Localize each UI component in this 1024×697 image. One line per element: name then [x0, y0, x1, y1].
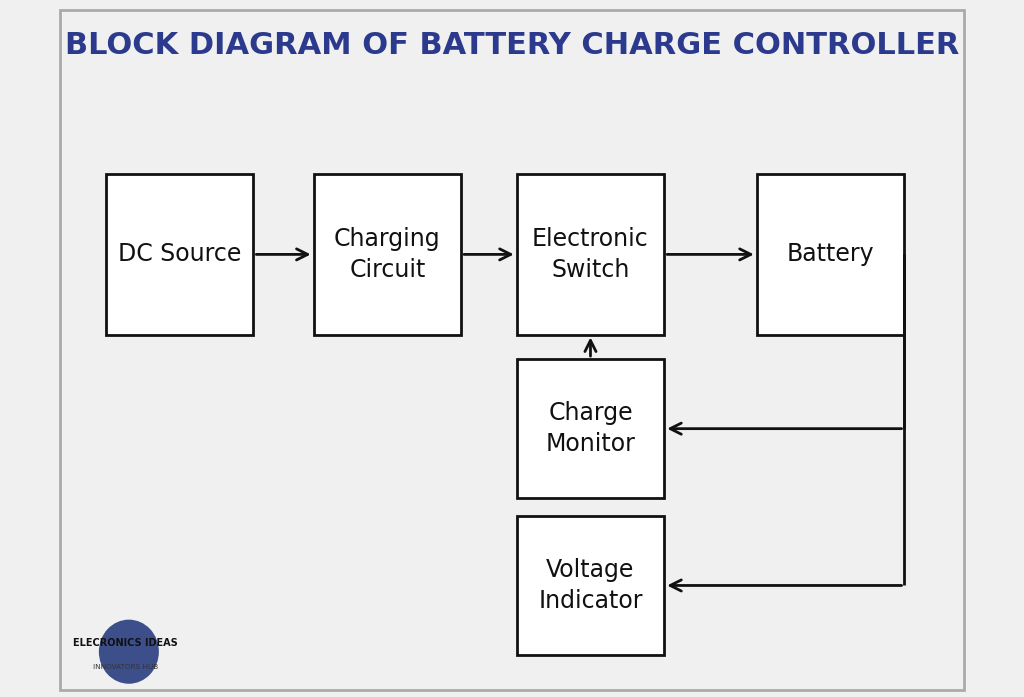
Text: BLOCK DIAGRAM OF BATTERY CHARGE CONTROLLER: BLOCK DIAGRAM OF BATTERY CHARGE CONTROLL… — [65, 31, 959, 60]
Text: Charge
Monitor: Charge Monitor — [546, 401, 636, 457]
Text: Electronic
Switch: Electronic Switch — [532, 227, 649, 282]
FancyBboxPatch shape — [313, 174, 461, 335]
FancyBboxPatch shape — [517, 516, 665, 655]
Ellipse shape — [99, 620, 159, 684]
FancyBboxPatch shape — [757, 174, 904, 335]
Text: DC Source: DC Source — [118, 243, 242, 266]
FancyBboxPatch shape — [517, 174, 665, 335]
Text: ELECRONICS IDEAS: ELECRONICS IDEAS — [73, 638, 177, 648]
Text: Battery: Battery — [786, 243, 874, 266]
Text: Charging
Circuit: Charging Circuit — [334, 227, 440, 282]
FancyBboxPatch shape — [517, 359, 665, 498]
Text: INNOVATORS HUB: INNOVATORS HUB — [92, 664, 158, 670]
FancyBboxPatch shape — [105, 174, 254, 335]
Text: Voltage
Indicator: Voltage Indicator — [539, 558, 643, 613]
